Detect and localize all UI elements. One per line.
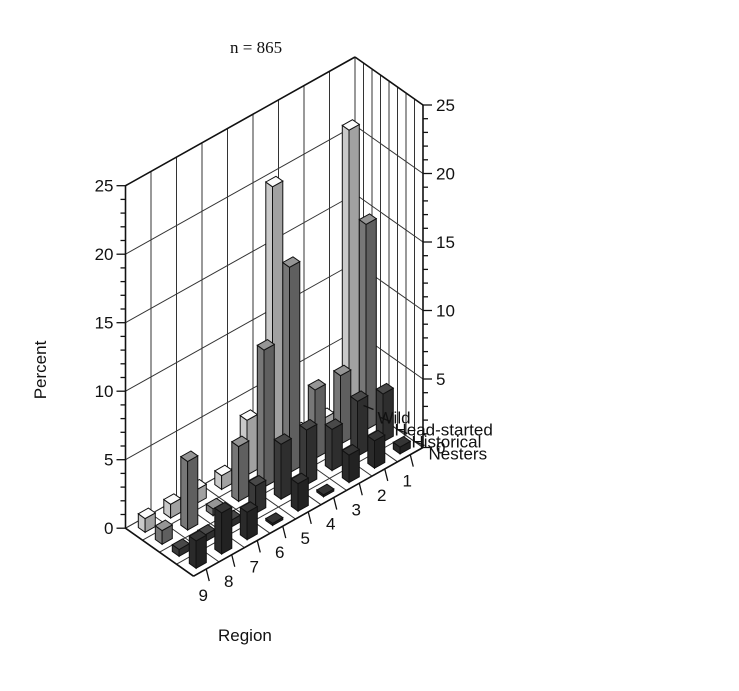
y-tick-right-5: 5 [436,370,445,389]
bar-historical-region-4 [298,418,318,486]
bar-nesters-region-6 [264,512,284,527]
y-tick-left-0: 0 [104,519,113,538]
region-tick-6: 6 [275,543,284,562]
bar-nesters-region-1 [392,435,412,455]
chart-bars [137,119,412,570]
y-tick-left-15: 15 [95,314,114,333]
region-tick-3: 3 [352,500,361,519]
y-tick-left-20: 20 [95,245,114,264]
bar-historical-region-1 [375,382,395,443]
bar-nesters-region-5 [290,472,310,513]
bar-nesters-region-3 [341,444,361,484]
series-label-historical: Historical [412,433,482,452]
bar-nesters-region-9 [188,529,208,570]
region-tick-9: 9 [199,586,208,605]
bar-historical-region-2 [349,390,369,458]
bar-wild-region-9 [137,507,157,534]
bar-wild-region-8 [162,493,182,519]
y-tick-left-25: 25 [95,177,114,196]
y-tick-right-25: 25 [436,96,455,115]
bar-head-started-region-6 [230,435,250,503]
series-label-head-started: Head-started [395,421,493,440]
bar-nesters-region-7 [239,501,259,541]
bar-nesters-region-2 [366,429,386,470]
series-label-wild: Wild [378,409,411,428]
sample-size-note: n = 865 [230,38,282,57]
region-tick-5: 5 [301,529,310,548]
series-label-nesters: Nesters [429,445,488,464]
y-tick-left-10: 10 [95,382,114,401]
bar-historical-region-9 [171,538,191,558]
bar-historical-region-5 [273,433,293,501]
region-tick-7: 7 [250,557,259,576]
bar-head-started-region-9 [154,519,174,546]
region-tick-2: 2 [377,486,386,505]
region-tick-1: 1 [403,472,412,491]
x-axis-label: Region [218,626,272,645]
bar-nesters-region-4 [315,483,335,498]
y-tick-right-20: 20 [436,165,455,184]
y-tick-right-0: 0 [436,439,445,458]
bar-historical-region-3 [324,418,344,472]
region-tick-8: 8 [224,572,233,591]
y-axis-label: Percent [31,340,50,399]
y-tick-right-10: 10 [436,302,455,321]
bar-head-started-region-5 [256,339,276,489]
bar-nesters-region-8 [213,501,233,555]
y-tick-left-5: 5 [104,451,113,470]
bar-wild-region-6 [213,464,233,491]
y-tick-right-15: 15 [436,233,455,252]
region-tick-4: 4 [326,515,335,534]
chart-ticks: 00551010151520202525987654321NestersHist… [95,96,493,605]
bar-head-started-region-8 [179,450,199,531]
